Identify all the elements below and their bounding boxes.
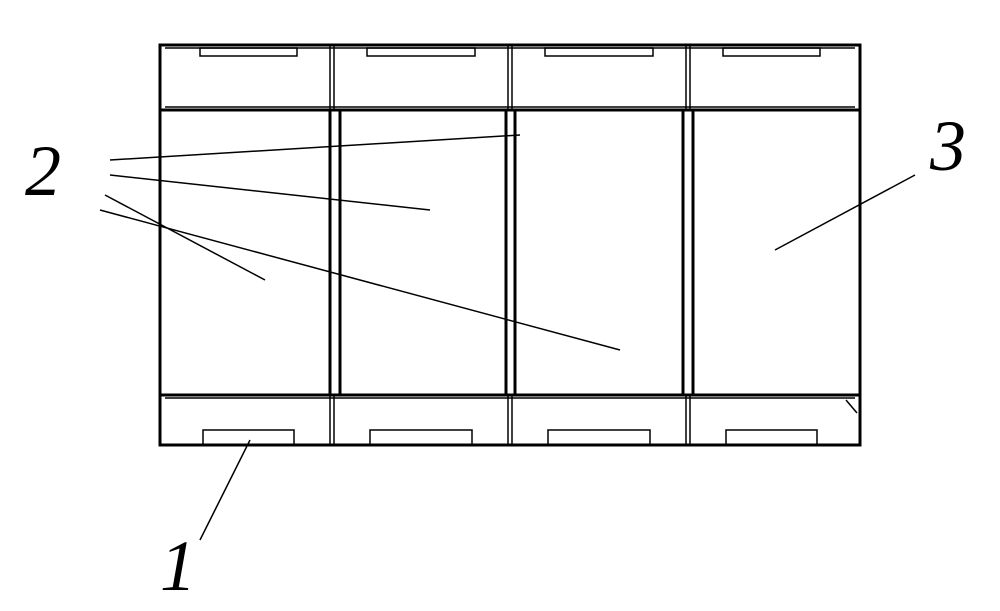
callout-line-1 <box>200 440 250 540</box>
top-cap-tab <box>367 48 475 56</box>
callout-label-2: 2 <box>25 131 61 211</box>
corner-mark <box>846 400 857 413</box>
foot-notch <box>726 430 817 445</box>
outer-frame <box>160 45 860 445</box>
foot-notch <box>548 430 650 445</box>
callout-line-3 <box>775 175 915 250</box>
callout-line-2 <box>110 135 520 160</box>
foot-notch <box>370 430 472 445</box>
callout-line-2 <box>105 195 265 280</box>
callout-label-3: 3 <box>929 106 966 186</box>
top-cap-tab <box>545 48 653 56</box>
callout-line-2 <box>100 210 620 350</box>
top-cap-tab <box>723 48 820 56</box>
callout-line-2 <box>110 175 430 210</box>
top-cap-tab <box>200 48 297 56</box>
callout-label-1: 1 <box>160 526 196 606</box>
